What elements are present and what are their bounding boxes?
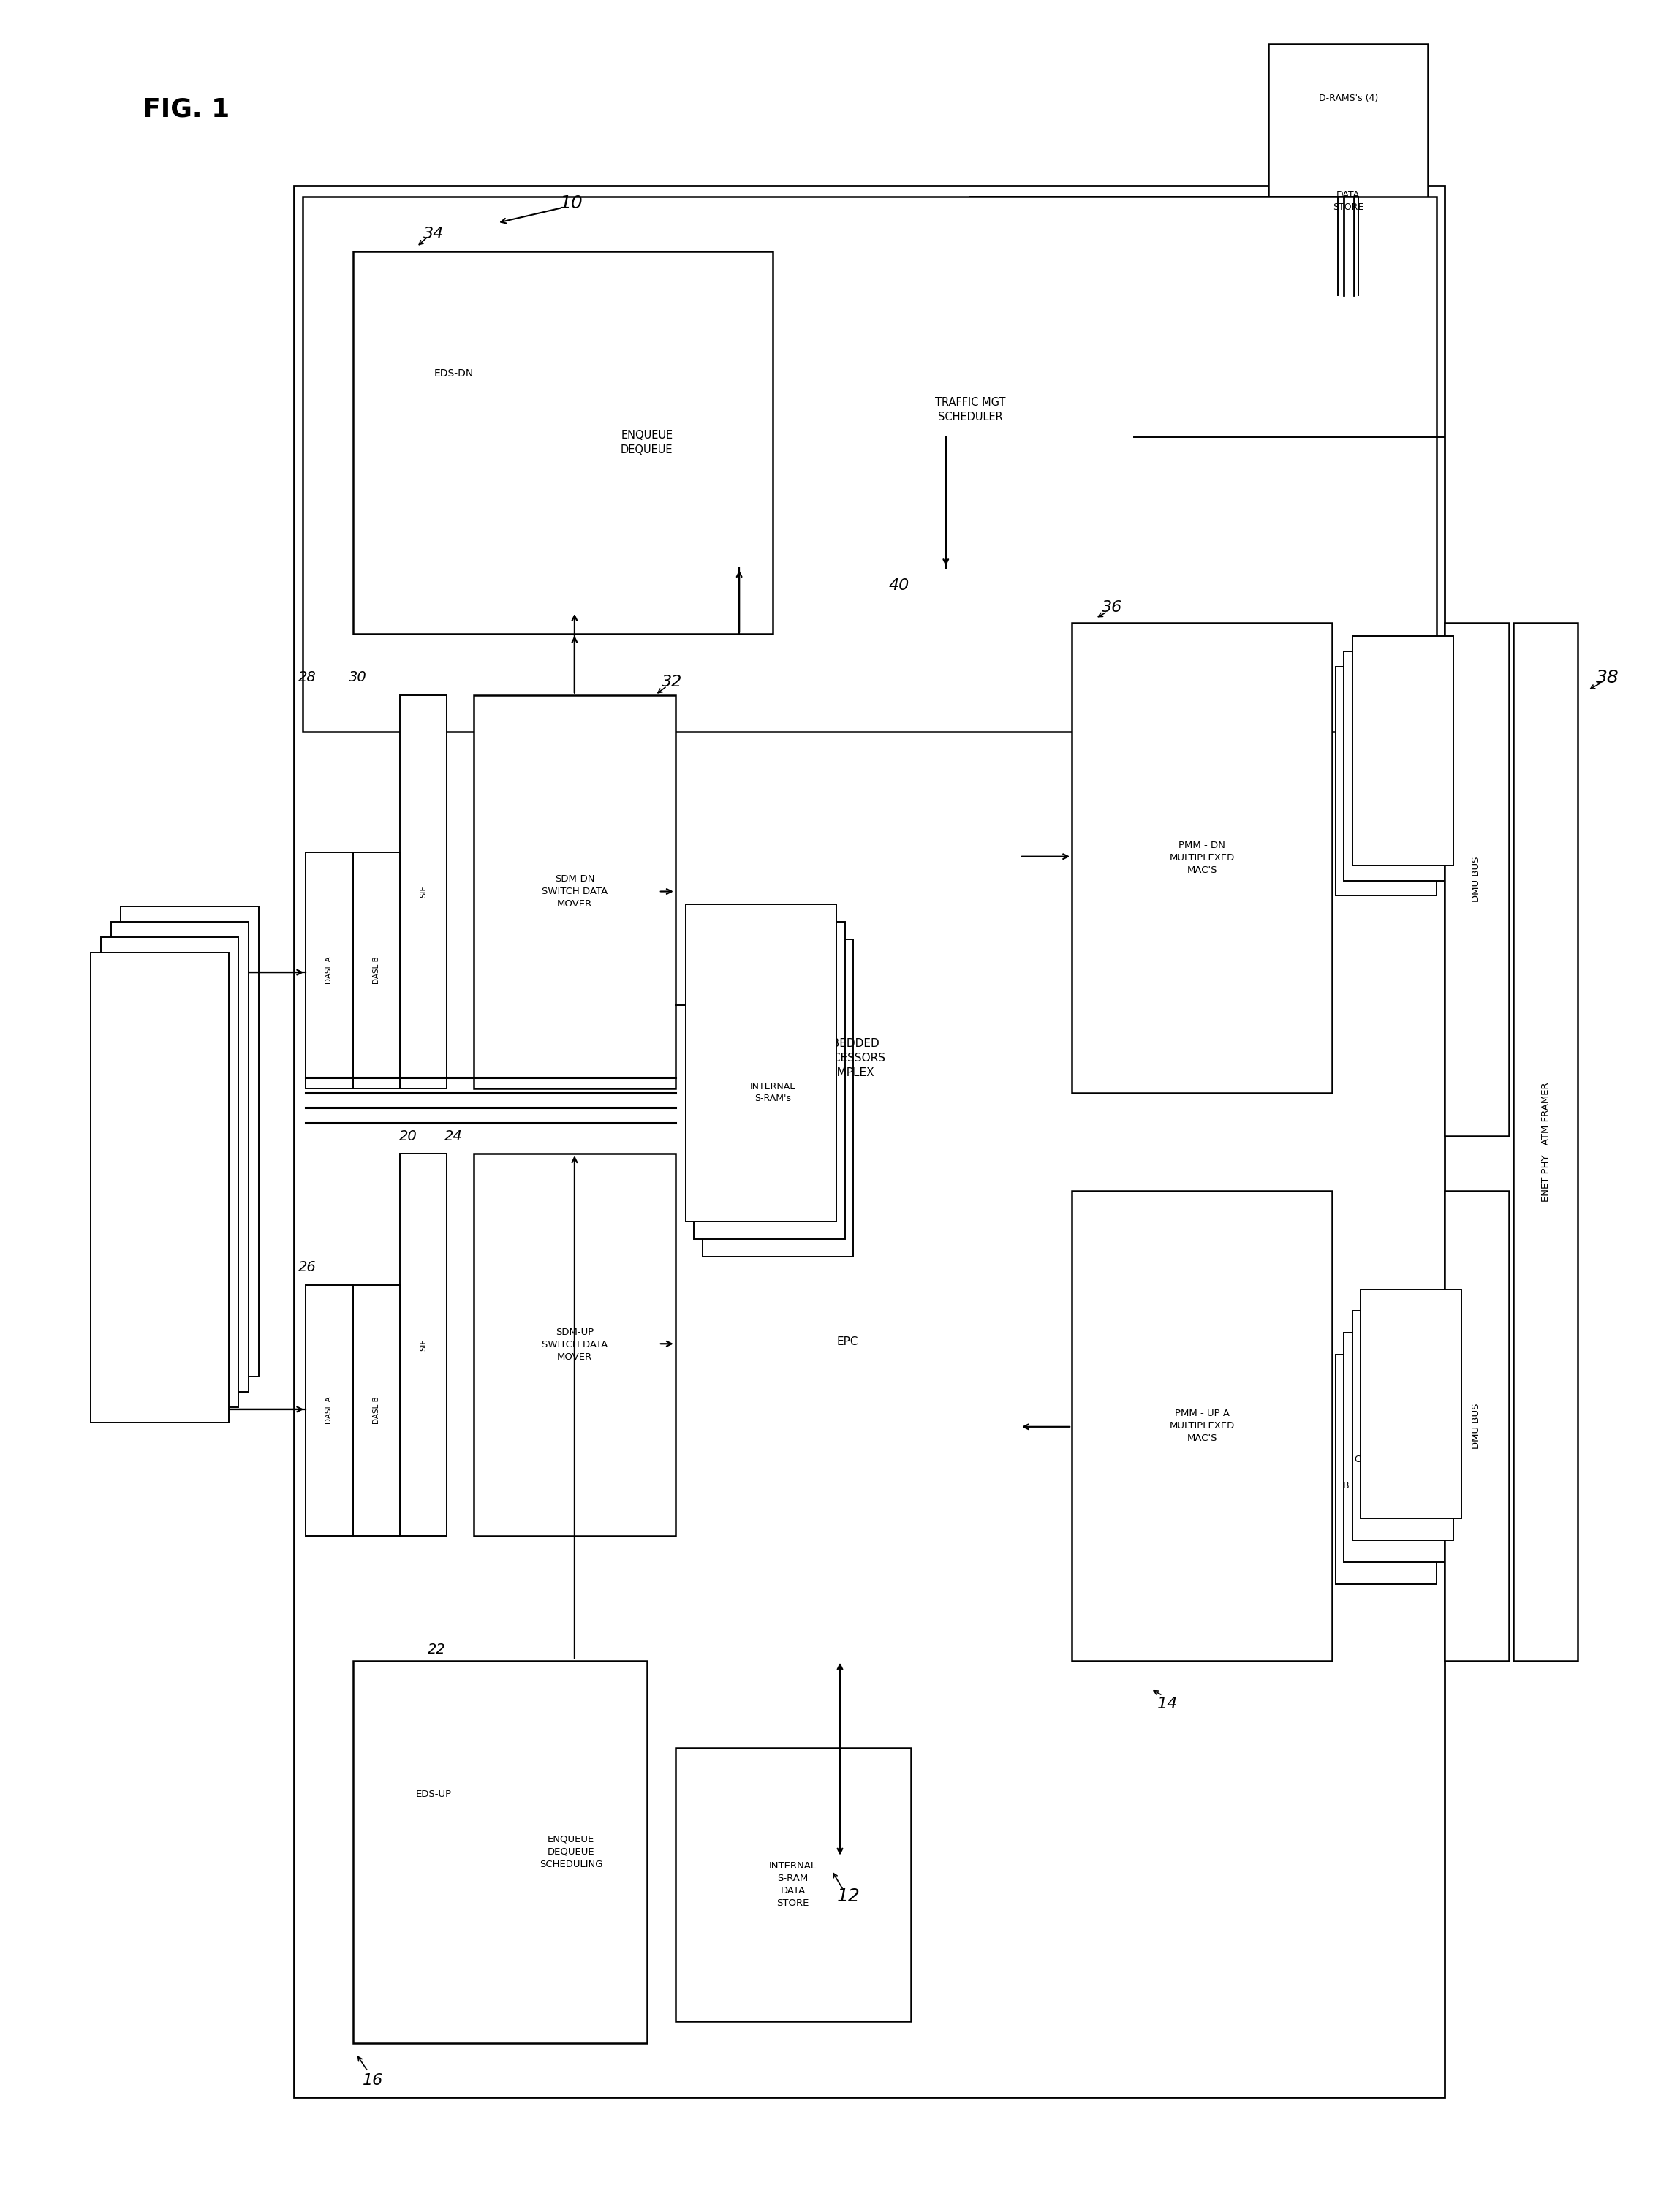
Bar xyxy=(675,1748,911,2021)
Bar xyxy=(1514,623,1578,1661)
Text: D: D xyxy=(1366,1429,1373,1438)
Bar xyxy=(1445,1191,1509,1661)
Bar xyxy=(121,907,259,1377)
Bar xyxy=(353,1285,400,1536)
Bar xyxy=(1072,623,1332,1092)
Bar xyxy=(302,197,1436,732)
Text: DATA
STORE: DATA STORE xyxy=(1332,190,1364,212)
Bar xyxy=(1352,636,1453,865)
Text: 12: 12 xyxy=(837,1888,860,1905)
Bar xyxy=(474,695,675,1088)
Text: 14: 14 xyxy=(1158,1698,1178,1711)
Text: 36: 36 xyxy=(1102,601,1122,614)
Bar xyxy=(1336,1355,1436,1584)
Text: B: B xyxy=(1342,1481,1349,1490)
Text: 30: 30 xyxy=(349,671,366,684)
Bar xyxy=(1268,44,1428,295)
Bar xyxy=(1336,666,1436,896)
Bar xyxy=(101,937,239,1407)
Bar xyxy=(400,695,447,1088)
Bar xyxy=(1344,651,1445,881)
Text: DASL A: DASL A xyxy=(326,1396,333,1425)
Text: DMU BUS: DMU BUS xyxy=(1472,857,1482,902)
Text: DASL A: DASL A xyxy=(326,957,333,983)
Bar xyxy=(111,922,249,1392)
Text: 28: 28 xyxy=(299,671,316,684)
Bar xyxy=(694,922,845,1239)
Bar xyxy=(1445,623,1509,1136)
Text: EDS-DN: EDS-DN xyxy=(433,369,474,378)
Text: D-RAMS's (4): D-RAMS's (4) xyxy=(1319,94,1378,103)
Text: ENQUEUE
DEQUEUE
SCHEDULING: ENQUEUE DEQUEUE SCHEDULING xyxy=(539,1835,603,1868)
Bar xyxy=(91,953,228,1422)
Bar xyxy=(1344,1333,1445,1562)
Bar xyxy=(675,568,1020,1857)
Text: DASL B: DASL B xyxy=(373,957,380,983)
Text: 34: 34 xyxy=(423,227,444,240)
Text: 22: 22 xyxy=(428,1643,445,1656)
Bar xyxy=(474,1154,675,1536)
Text: 38: 38 xyxy=(1596,669,1620,686)
Text: SDM-DN
SWITCH DATA
MOVER: SDM-DN SWITCH DATA MOVER xyxy=(541,874,608,909)
Text: 20: 20 xyxy=(400,1130,417,1143)
Bar xyxy=(306,852,353,1088)
Text: 24: 24 xyxy=(445,1130,462,1143)
Text: ENET PHY - ATM FRAMER: ENET PHY - ATM FRAMER xyxy=(1541,1082,1551,1202)
Text: 16: 16 xyxy=(363,2074,383,2087)
Text: FIG. 1: FIG. 1 xyxy=(143,96,230,122)
Bar xyxy=(353,1661,647,2043)
Text: SIF: SIF xyxy=(420,885,427,898)
Bar xyxy=(306,1285,353,1536)
Text: EDS-UP: EDS-UP xyxy=(415,1790,452,1798)
Text: PMM - UP A
MULTIPLEXED
MAC'S: PMM - UP A MULTIPLEXED MAC'S xyxy=(1169,1409,1235,1442)
Bar xyxy=(1361,1289,1462,1519)
Text: 32: 32 xyxy=(662,675,682,688)
Bar xyxy=(400,1154,447,1536)
Bar xyxy=(1072,1191,1332,1661)
Text: INTERNAL
S-RAM's: INTERNAL S-RAM's xyxy=(749,1082,796,1103)
Text: W: W xyxy=(1376,1403,1386,1412)
Bar xyxy=(806,251,1134,568)
Text: DASL B: DASL B xyxy=(373,1396,380,1425)
Text: 26: 26 xyxy=(299,1261,316,1274)
Text: ENQUEUE
DEQUEUE: ENQUEUE DEQUEUE xyxy=(620,430,674,454)
Text: DMU BUS: DMU BUS xyxy=(1472,1403,1482,1449)
Bar xyxy=(353,852,400,1088)
Bar xyxy=(294,186,1445,2098)
Text: C: C xyxy=(1354,1455,1361,1464)
Bar xyxy=(1352,1311,1453,1540)
Text: INTERNAL
S-RAM
DATA
STORE: INTERNAL S-RAM DATA STORE xyxy=(769,1862,816,1908)
Bar xyxy=(702,940,853,1256)
Text: EPC: EPC xyxy=(837,1335,858,1348)
Text: 40: 40 xyxy=(889,579,909,592)
Text: PMM - DN
MULTIPLEXED
MAC'S: PMM - DN MULTIPLEXED MAC'S xyxy=(1169,841,1235,874)
Text: D-RAMS's (2 to 7)
S-RAM (1): D-RAMS's (2 to 7) S-RAM (1) xyxy=(123,1147,203,1169)
Bar xyxy=(685,905,837,1221)
Text: SIF: SIF xyxy=(420,1339,427,1350)
Bar xyxy=(353,251,773,634)
Text: 10: 10 xyxy=(559,194,583,212)
Text: TRAFFIC MGT
SCHEDULER: TRAFFIC MGT SCHEDULER xyxy=(936,398,1005,422)
Text: EMBEDDED
PROCESSORS
COMPLEX: EMBEDDED PROCESSORS COMPLEX xyxy=(810,1038,885,1077)
Text: SDM-UP
SWITCH DATA
MOVER: SDM-UP SWITCH DATA MOVER xyxy=(541,1328,608,1361)
